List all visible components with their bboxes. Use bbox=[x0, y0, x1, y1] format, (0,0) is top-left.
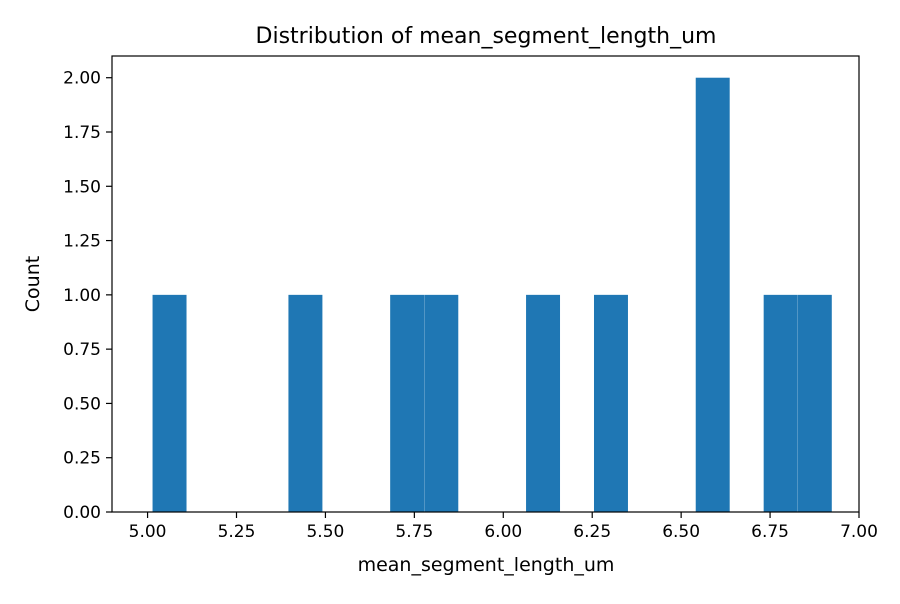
chart-title: Distribution of mean_segment_length_um bbox=[256, 24, 717, 49]
x-tick-label: 5.00 bbox=[129, 522, 167, 542]
histogram-bar-2 bbox=[390, 294, 425, 512]
x-tick-label: 6.50 bbox=[662, 522, 700, 542]
y-tick-label: 1.75 bbox=[63, 123, 101, 143]
y-tick-label: 1.50 bbox=[63, 177, 101, 197]
x-tick-label: 5.75 bbox=[395, 522, 433, 542]
y-tick-label: 0.50 bbox=[63, 394, 101, 414]
x-tick-label: 5.25 bbox=[218, 522, 256, 542]
x-tick-label: 7.00 bbox=[840, 522, 878, 542]
y-tick-label: 0.75 bbox=[63, 340, 101, 360]
x-tick-label: 6.75 bbox=[751, 522, 789, 542]
histogram-bar-3 bbox=[424, 294, 459, 512]
y-tick-label: 1.25 bbox=[63, 232, 101, 252]
y-tick-label: 2.00 bbox=[63, 69, 101, 89]
y-tick-label: 0.25 bbox=[63, 449, 101, 469]
y-tick-label: 0.00 bbox=[63, 503, 101, 523]
plot-frame bbox=[111, 55, 860, 513]
histogram-bar-1 bbox=[288, 294, 323, 512]
histogram-bar-4 bbox=[526, 294, 561, 512]
histogram-bar-0 bbox=[152, 294, 187, 512]
histogram-bar-5 bbox=[593, 294, 628, 512]
histogram-bar-6 bbox=[695, 77, 730, 512]
x-tick-label: 6.25 bbox=[573, 522, 611, 542]
x-tick-label: 5.50 bbox=[306, 522, 344, 542]
y-tick-label: 1.00 bbox=[63, 286, 101, 306]
y-axis: 0.00 0.25 0.50 0.75 1.00 1.25 1.50 1.75 2.00 bbox=[63, 69, 112, 523]
x-axis: 5.00 5.25 5.50 5.75 6.00 6.25 6.50 6.75 7.00 bbox=[129, 512, 878, 542]
histogram-bar-8 bbox=[797, 294, 832, 512]
x-tick-label: 6.00 bbox=[484, 522, 522, 542]
x-axis-label: mean_segment_length_um bbox=[358, 554, 615, 576]
y-axis-label: Count bbox=[22, 256, 44, 312]
bars-group bbox=[152, 77, 832, 512]
histogram-bar-7 bbox=[763, 294, 798, 512]
